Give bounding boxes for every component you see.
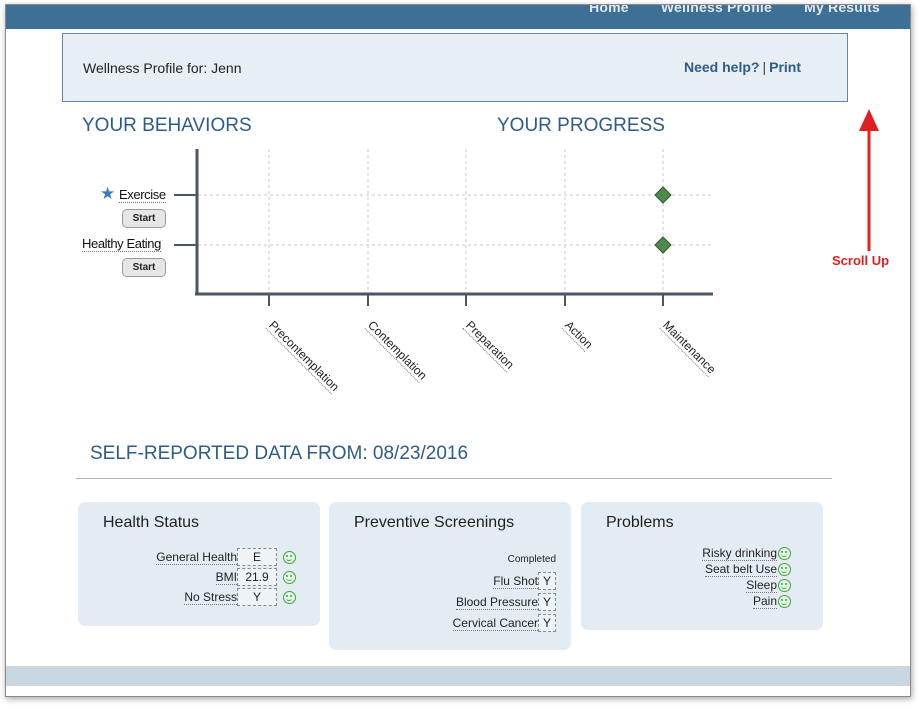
footer-band [6,666,910,686]
health-row-general-health: General Health E [156,548,296,566]
link-separator: | [762,59,767,75]
problem-label-pain: Pain [752,594,777,609]
marker-exercise-maintenance [654,186,672,204]
nav-wellness-profile[interactable]: Wellness Profile [660,4,772,15]
healthy-eating-start-button[interactable]: Start [122,258,166,277]
scroll-up-annotation: Scroll Up [832,253,890,268]
smiley-icon [283,550,296,564]
health-label-no-stress: No Stress [184,589,237,605]
screening-value-cervical-cancer: Y [538,614,556,632]
problem-row-seat-belt-use: Seat belt Use [704,562,791,577]
problem-row-risky-drinking: Risky drinking [702,546,791,561]
screenings-completed-header: Completed [507,554,556,565]
screening-row-flu-shot: Flu Shot Y [493,572,556,590]
screening-row-cervical-cancer: Cervical Cancer Y [452,614,556,632]
behaviors-title: YOUR BEHAVIORS [82,115,252,136]
smiley-icon [778,547,791,560]
nav-my-results[interactable]: My Results [804,4,880,15]
smiley-icon [778,579,791,592]
section-divider [76,478,832,479]
health-status-card: Health Status General Health E BMI 21.9 … [78,502,320,626]
health-row-no-stress: No Stress Y [184,588,296,606]
screening-value-blood-pressure: Y [538,593,556,611]
problem-row-sleep: Sleep [746,578,791,593]
exercise-start-button[interactable]: Start [122,209,166,228]
behavior-label-healthy-eating: Healthy Eating [82,236,161,252]
preventive-screenings-card: Preventive Screenings Completed Flu Shot… [329,502,571,650]
x-ticks [268,294,664,306]
stage-gridlines [198,149,712,295]
y-ticks [174,194,197,246]
health-row-bmi: BMI 21.9 [215,568,296,586]
problems-card: Problems Risky drinking Seat belt Use Sl… [581,502,823,630]
print-link[interactable]: Print [769,59,801,75]
problem-row-pain: Pain [752,594,791,609]
smiley-icon [283,590,296,604]
smiley-icon [778,595,791,608]
problem-label-risky-drinking: Risky drinking [702,546,777,561]
problems-title: Problems [606,514,674,531]
screening-row-blood-pressure: Blood Pressure Y [455,593,556,611]
marker-healthy-eating-maintenance [654,236,672,254]
screening-label-blood-pressure: Blood Pressure [455,594,538,610]
health-label-bmi: BMI [215,569,237,585]
health-value-general-health: E [237,548,277,566]
health-label-general-health: General Health [156,549,237,565]
favorite-star-icon: ★ [100,184,116,203]
progress-title: YOUR PROGRESS [497,115,665,136]
screening-value-flu-shot: Y [538,572,556,590]
self-reported-title: SELF-REPORTED DATA FROM: 08/23/2016 [90,443,469,464]
health-value-no-stress: Y [237,588,277,606]
progress-chart [174,149,713,306]
top-nav: Home Wellness Profile My Results [561,4,880,15]
need-help-link[interactable]: Need help? [684,59,760,75]
smiley-icon [283,570,296,584]
nav-home[interactable]: Home [589,4,629,15]
smiley-icon [778,563,791,576]
browser-frame: Home Wellness Profile My Results Wellnes… [5,4,911,697]
profile-header: Wellness Profile for: Jenn Need help? | Pr… [62,33,848,102]
screenings-title: Preventive Screenings [354,514,515,531]
behavior-label-exercise: Exercise [119,187,166,203]
problem-label-sleep: Sleep [746,578,777,593]
help-links: Need help? | Print [684,59,801,75]
health-status-title: Health Status [103,514,200,531]
problem-label-seat-belt-use: Seat belt Use [704,562,777,577]
screening-label-cervical-cancer: Cervical Cancer [452,615,538,631]
health-value-bmi: 21.9 [237,568,277,586]
profile-label: Wellness Profile for: Jenn [83,60,242,76]
scroll-up-arrow-icon [859,109,879,251]
screening-label-flu-shot: Flu Shot [493,573,538,589]
top-nav-bar: Home Wellness Profile My Results [6,5,910,29]
progress-markers [654,186,672,254]
